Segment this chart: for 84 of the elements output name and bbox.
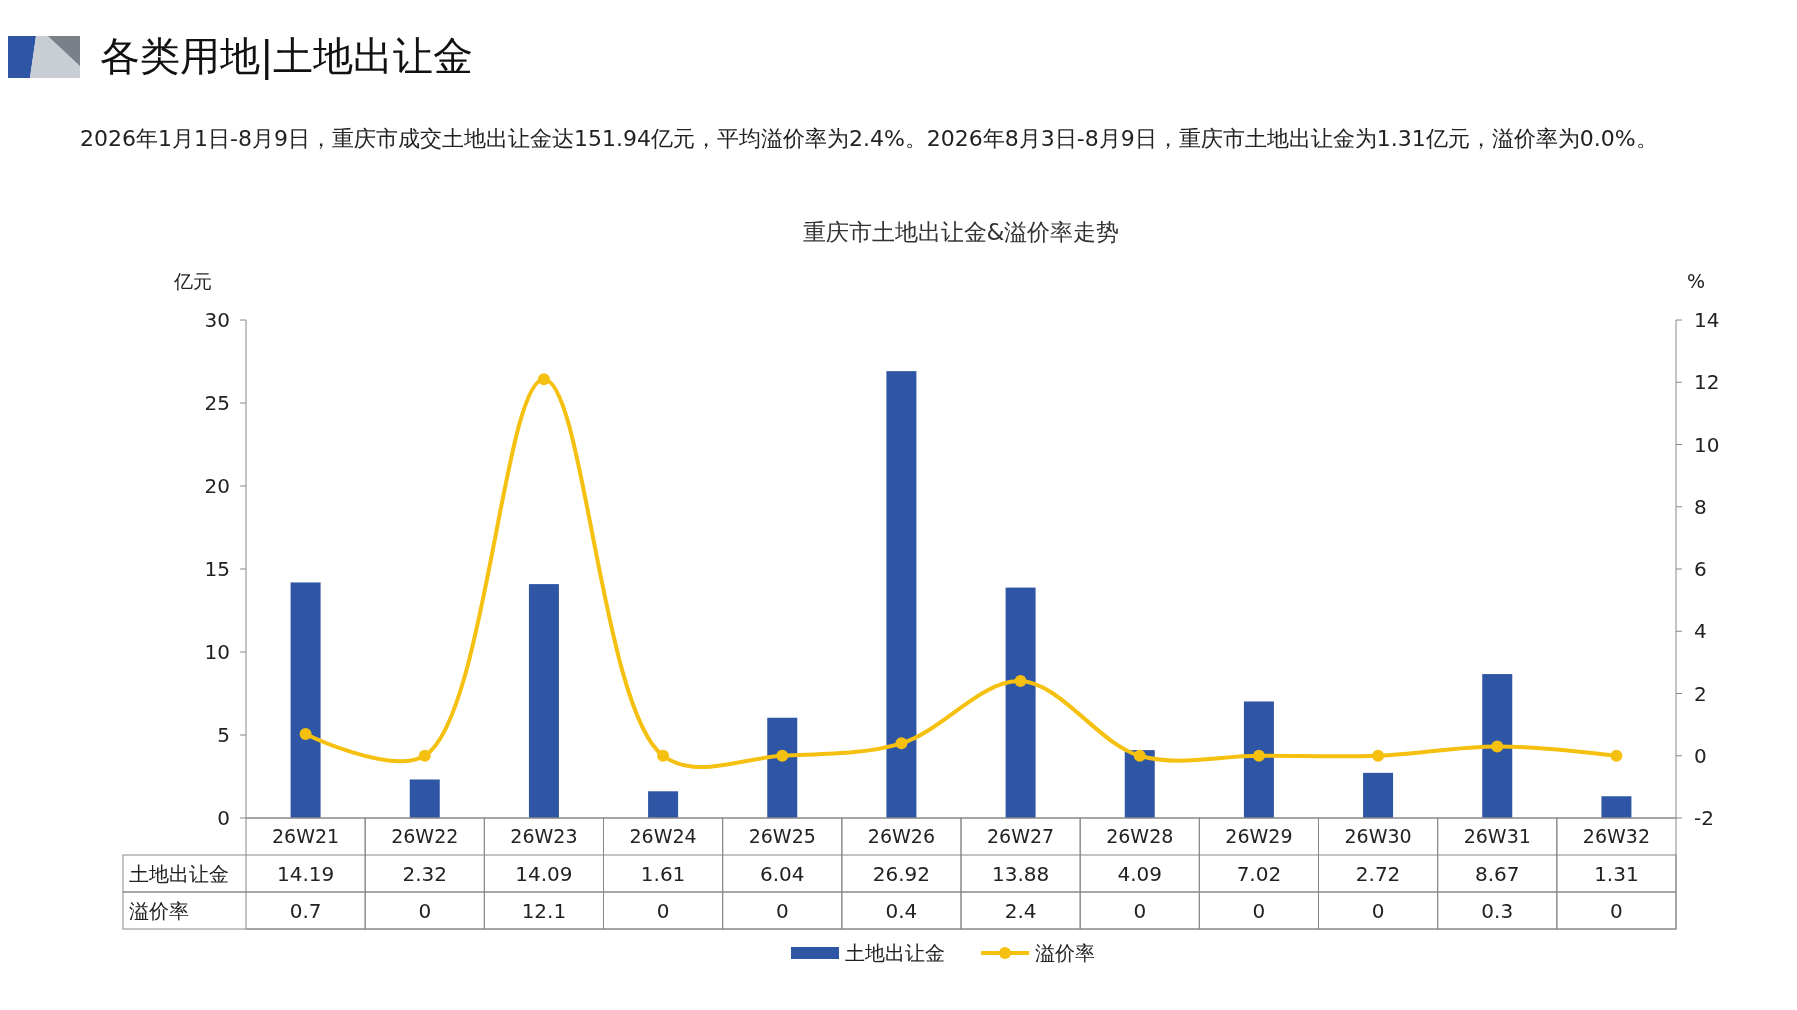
x-tick-label: 26W21	[272, 825, 340, 848]
data-label: 0	[1610, 898, 1623, 923]
x-tick-label: 26W30	[1344, 825, 1412, 848]
chart-title: 各类用地|土地出让金	[100, 33, 474, 80]
data-label: 12.1	[521, 898, 567, 923]
point	[776, 749, 789, 762]
data-label: 14.09	[515, 861, 573, 886]
y-tick-label: 5	[217, 723, 230, 747]
y2-tick-label: 14	[1694, 308, 1720, 332]
x-tick-label: 26W26	[867, 825, 935, 848]
text: 土地出让金	[129, 861, 229, 886]
bar	[886, 371, 917, 818]
data-label: 0.3	[1481, 898, 1514, 923]
x-tick-label: 26W27	[987, 825, 1055, 848]
y2-tick-label: -2	[1694, 806, 1714, 830]
y2-tick-label: 6	[1694, 557, 1707, 581]
x-tick-label: 26W22	[391, 825, 459, 848]
bar	[290, 582, 321, 818]
bar	[767, 717, 798, 818]
data-label: 0.4	[885, 898, 918, 923]
point	[1014, 675, 1027, 688]
data-label: 2.4	[1004, 898, 1037, 923]
bar	[409, 779, 440, 818]
y2-tick-label: 8	[1694, 494, 1707, 519]
data-label: 0	[1133, 898, 1147, 923]
bar	[648, 791, 679, 818]
point	[418, 749, 431, 762]
y2-axis-title: %	[1686, 270, 1706, 292]
data-label: 1.61	[640, 861, 686, 886]
x-tick-label: 26W31	[1463, 825, 1531, 848]
data-label: 0	[1371, 898, 1385, 923]
bar	[1243, 701, 1274, 818]
y-axis-title: 亿元	[173, 270, 212, 292]
point	[537, 373, 550, 386]
text: 溢价率	[129, 898, 189, 923]
x-tick-label: 26W23	[510, 825, 578, 848]
data-label: 7.02	[1236, 861, 1282, 886]
y-tick-label: 0	[217, 806, 230, 830]
y-tick-label: 15	[204, 557, 230, 581]
x-tick-label: 26W24	[629, 825, 697, 848]
chart-subtitle: 重庆市土地出让金&溢价率走势	[802, 219, 1120, 245]
data-label: 2.72	[1355, 861, 1401, 886]
data-label: 0	[418, 898, 432, 923]
data-label: 1.31	[1594, 861, 1639, 886]
point	[1372, 749, 1385, 762]
bar	[1482, 674, 1513, 818]
bar	[1005, 587, 1036, 818]
point	[1491, 740, 1504, 753]
data-label: 2.32	[402, 861, 448, 886]
data-label: 6.04	[759, 861, 805, 886]
data-label: 26.92	[872, 861, 931, 886]
bar	[1363, 772, 1394, 818]
legend-label: 土地出让金	[845, 941, 945, 965]
y-tick-label: 20	[204, 474, 230, 498]
x-tick-label: 26W32	[1582, 825, 1650, 848]
data-label: 0	[656, 898, 670, 923]
y-tick-label: 25	[204, 391, 230, 415]
point	[299, 727, 312, 740]
data-label: 14.19	[276, 861, 335, 886]
data-label: 0	[775, 898, 789, 923]
y2-tick-label: 4	[1694, 619, 1707, 644]
y2-tick-label: 0	[1694, 743, 1707, 768]
x-tick-label: 26W25	[748, 825, 816, 848]
x-tick-label: 26W29	[1225, 825, 1293, 848]
point	[895, 737, 908, 750]
x-tick-label: 26W28	[1106, 825, 1174, 848]
point	[657, 749, 670, 762]
y-tick-label: 10	[204, 640, 230, 664]
y2-tick-label: 10	[1694, 432, 1720, 457]
data-label: 13.88	[991, 861, 1050, 886]
bar	[1601, 796, 1632, 818]
y2-tick-label: 12	[1694, 370, 1720, 395]
data-label: 0.7	[289, 898, 322, 923]
y-tick-label: 30	[204, 308, 230, 332]
point	[1133, 749, 1146, 762]
y2-tick-label: 2	[1694, 681, 1707, 706]
text: 2026年1月1日-8月9日，重庆市成交土地出让金达151.94亿元，平均溢价率为2.4%。2026年8月3日-8月9日，重庆市土地出让金为1.31亿元，溢价率为0.0%。	[80, 126, 1658, 151]
point	[1610, 749, 1623, 762]
data-label: 4.09	[1117, 861, 1163, 886]
data-label: 8.67	[1474, 861, 1520, 886]
data-label: 0	[1252, 898, 1266, 923]
bar	[528, 584, 559, 818]
point	[1252, 749, 1265, 762]
legend-label: 溢价率	[1035, 941, 1095, 965]
